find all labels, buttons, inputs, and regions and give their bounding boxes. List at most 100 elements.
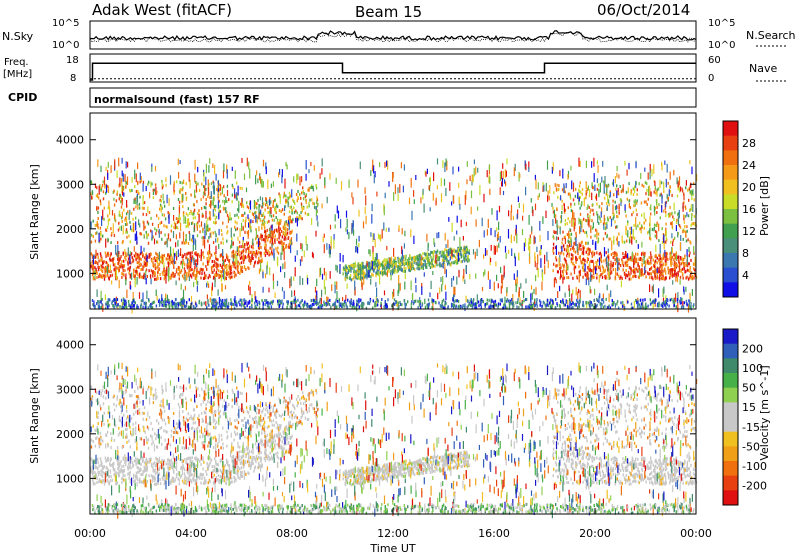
heatmap-cell (104, 294, 106, 301)
heatmap-cell (596, 202, 598, 206)
heatmap-cell (117, 257, 119, 261)
heatmap-cell (592, 208, 594, 212)
heatmap-cell (139, 223, 141, 228)
heatmap-cell (649, 236, 651, 240)
heatmap-cell (632, 187, 634, 191)
heatmap-cell (145, 270, 147, 276)
heatmap-cell (378, 234, 380, 240)
heatmap-cell (603, 196, 606, 200)
heatmap-cell (176, 226, 179, 230)
heatmap-cell (196, 268, 198, 272)
heatmap-cell (569, 194, 571, 198)
heatmap-cell (635, 240, 637, 243)
heatmap-cell (133, 222, 135, 232)
heatmap-cell (409, 265, 411, 269)
heatmap-cell (94, 183, 97, 188)
heatmap-cell (433, 238, 435, 245)
heatmap-cell (179, 160, 181, 165)
heatmap-cell (493, 300, 495, 304)
heatmap-cell (653, 205, 655, 212)
heatmap-cell (378, 261, 380, 265)
heatmap-cell (484, 269, 486, 275)
heatmap-cell (238, 200, 240, 204)
heatmap-cell (293, 276, 295, 281)
heatmap-cell (213, 213, 216, 217)
heatmap-cell (135, 173, 137, 183)
heatmap-cell (156, 190, 158, 194)
heatmap-cell (237, 185, 239, 196)
heatmap-cell (629, 266, 631, 270)
heatmap-cell (496, 274, 498, 281)
heatmap-cell (672, 238, 675, 242)
heatmap-cell (270, 230, 272, 238)
heatmap-cell (667, 258, 669, 262)
heatmap-cell (405, 266, 407, 270)
heatmap-cell (570, 247, 572, 251)
heatmap-cell (612, 261, 614, 265)
heatmap-cell (305, 199, 307, 205)
heatmap-cell (348, 269, 350, 273)
heatmap-cell (458, 248, 460, 252)
heatmap-cell (301, 191, 303, 195)
heatmap-cell (440, 177, 442, 187)
heatmap-cell (92, 270, 95, 274)
heatmap-cell (193, 212, 195, 216)
heatmap-cell (276, 230, 279, 234)
heatmap-cell (565, 183, 567, 189)
heatmap-cell (107, 274, 109, 278)
heatmap-cell (607, 184, 609, 188)
heatmap-cell (242, 225, 244, 231)
heatmap-cell (250, 229, 252, 233)
heatmap-cell (265, 237, 267, 241)
heatmap-cell (259, 218, 262, 222)
heatmap-cell (203, 255, 205, 259)
heatmap-cell (121, 302, 123, 309)
heatmap-cell (139, 272, 141, 276)
heatmap-cell (284, 261, 286, 269)
heatmap-cell (293, 176, 295, 183)
heatmap-cell (633, 223, 635, 227)
heatmap-cell (208, 258, 210, 262)
heatmap-cell (141, 251, 143, 255)
heatmap-cell (673, 253, 675, 257)
heatmap-cell (581, 266, 584, 269)
heatmap-cell (334, 224, 336, 229)
heatmap-cell (459, 237, 461, 247)
heatmap-cell (104, 251, 107, 255)
heatmap-cell (188, 276, 190, 282)
heatmap-cell (193, 234, 195, 245)
heatmap-cell (335, 305, 337, 309)
heatmap-cell (290, 231, 292, 234)
heatmap-cell (633, 270, 635, 274)
heatmap-cell (579, 226, 581, 234)
heatmap-cell (616, 184, 618, 188)
heatmap-cell (393, 247, 395, 257)
heatmap-cell (100, 165, 102, 173)
heatmap-cell (107, 264, 109, 268)
beam-title: Beam 15 (355, 3, 422, 21)
heatmap-cell (231, 264, 233, 268)
heatmap-cell (216, 258, 218, 262)
heatmap-cell (269, 252, 272, 256)
heatmap-cell (355, 272, 357, 276)
heatmap-cell (269, 207, 271, 211)
heatmap-cell (426, 263, 428, 266)
heatmap-cell (462, 249, 464, 252)
heatmap-cell (175, 270, 178, 274)
heatmap-cell (602, 271, 604, 274)
heatmap-cell (247, 246, 249, 250)
heatmap-cell (105, 184, 108, 193)
heatmap-cell (472, 301, 474, 305)
heatmap-cell (466, 259, 469, 263)
heatmap-cell (660, 268, 662, 272)
heatmap-cell (139, 180, 141, 184)
heatmap-cell (582, 251, 584, 254)
heatmap-cell (240, 261, 243, 265)
heatmap-cell (102, 209, 104, 220)
heatmap-cell (600, 257, 602, 261)
heatmap-cell (220, 192, 222, 196)
heatmap-cell (195, 181, 197, 184)
heatmap-cell (138, 202, 141, 206)
heatmap-cell (653, 226, 655, 230)
heatmap-cell (621, 188, 623, 192)
